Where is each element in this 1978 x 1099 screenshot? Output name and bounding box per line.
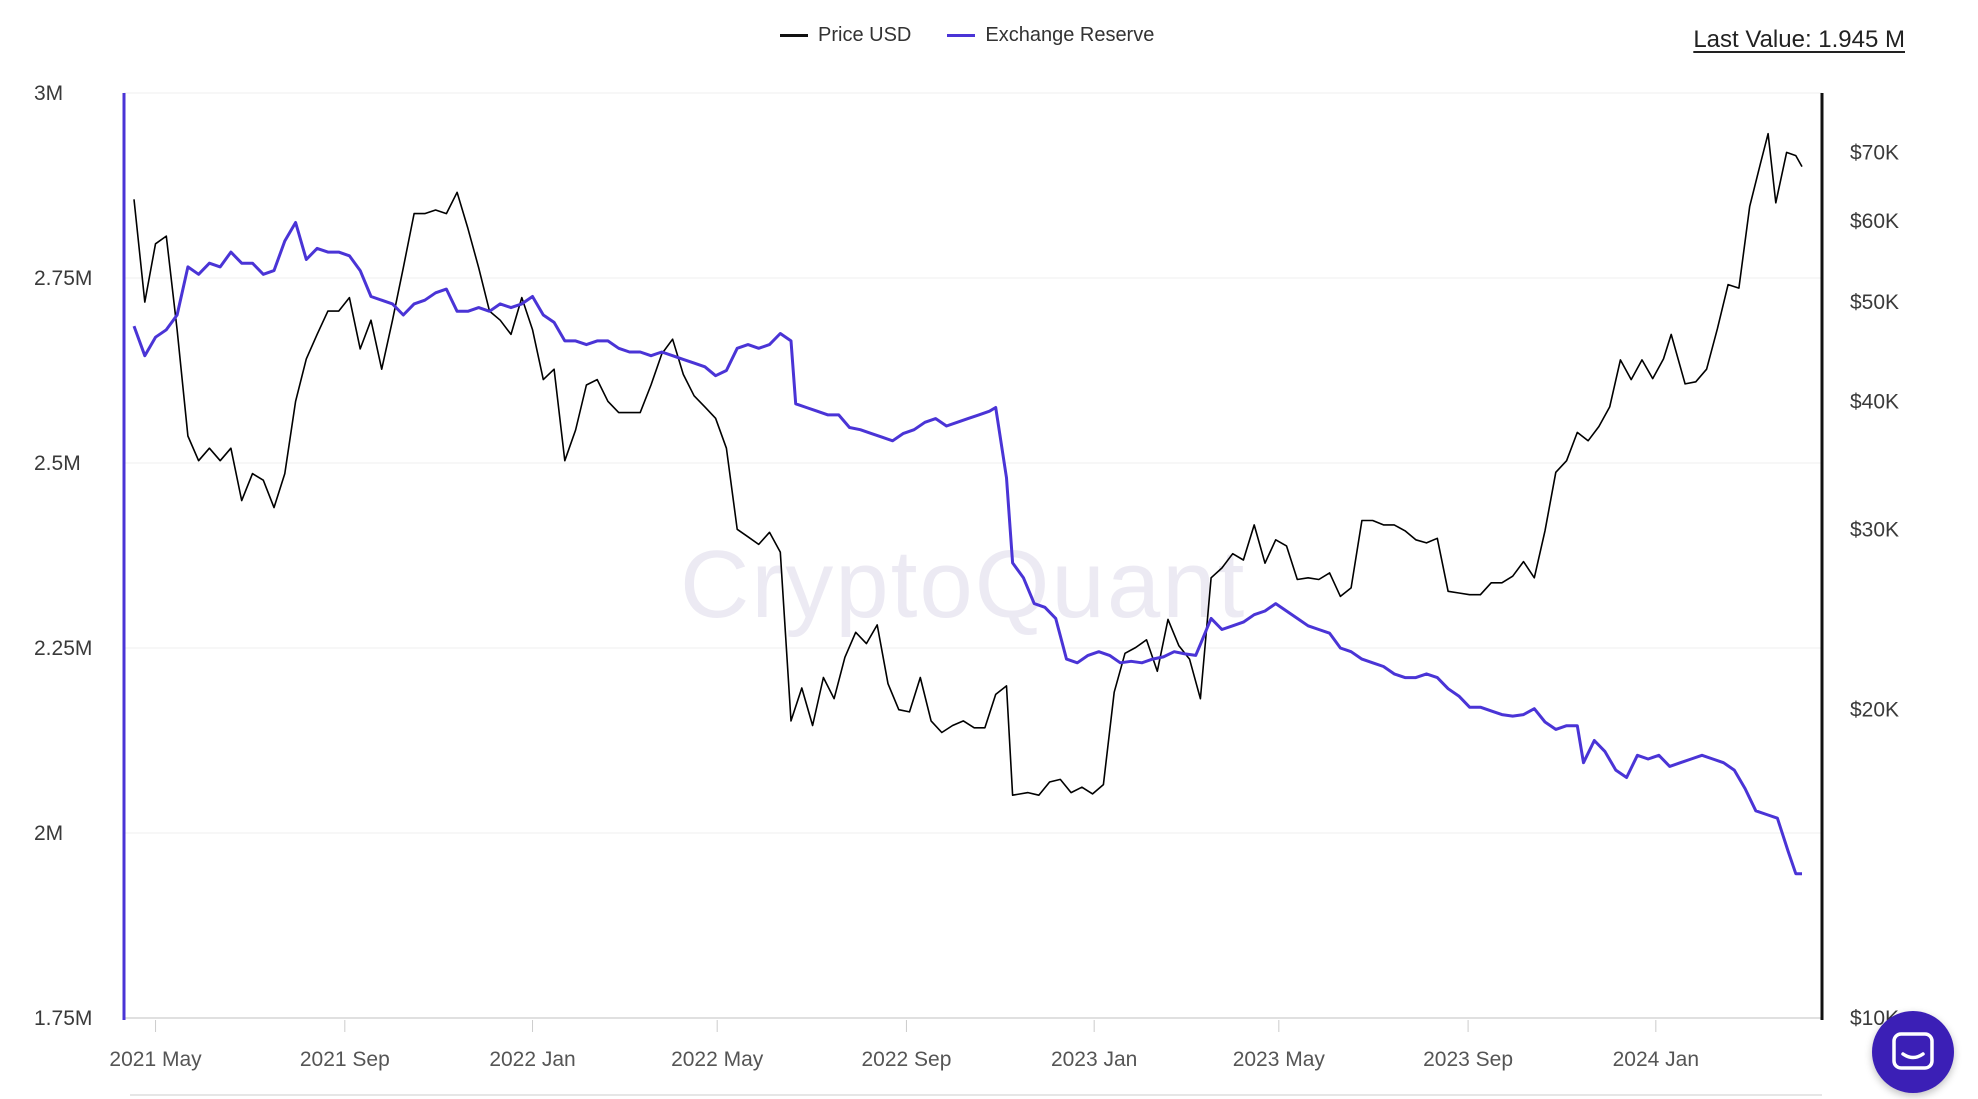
chat-icon xyxy=(1892,1032,1934,1070)
legend-swatch-reserve xyxy=(947,34,976,37)
right-tick-label: $70K xyxy=(1850,141,1899,164)
series-line-reserve xyxy=(132,221,1802,876)
right-tick-label: $20K xyxy=(1850,699,1899,722)
legend-item-price[interactable]: Price USD xyxy=(780,24,911,47)
x-tick-label: 2023 May xyxy=(1233,1048,1326,1071)
right-tick-label: $50K xyxy=(1850,291,1899,314)
grid-lines xyxy=(124,92,1822,1019)
x-tick-label: 2023 Sep xyxy=(1423,1048,1513,1071)
left-tick-label: 3M xyxy=(34,82,63,105)
right-tick-label: $60K xyxy=(1850,210,1899,233)
legend-label-reserve: Exchange Reserve xyxy=(985,24,1155,46)
x-tick-label: 2022 Jan xyxy=(489,1048,575,1071)
x-tick-label: 2022 Sep xyxy=(861,1048,951,1071)
left-tick-label: 1.75M xyxy=(34,1007,92,1030)
x-tick-label: 2021 Sep xyxy=(300,1048,390,1071)
x-tick-label: 2024 Jan xyxy=(1613,1048,1699,1071)
right-tick-label: $40K xyxy=(1850,390,1899,413)
last-value-link[interactable]: Last Value: 1.945 M xyxy=(1693,26,1905,53)
axes: 3M 2.75M 2.5M 2.25M 2M 1.75M $70K $60K $50K $40K $… xyxy=(34,82,1899,1096)
series-lines xyxy=(132,132,1803,876)
left-tick-label: 2.25M xyxy=(34,637,92,660)
x-tick-label: 2023 Jan xyxy=(1051,1048,1137,1071)
legend-label-price: Price USD xyxy=(818,24,912,46)
right-tick-label: $30K xyxy=(1850,518,1899,541)
x-tick-label: 2021 May xyxy=(109,1048,202,1071)
left-tick-label: 2M xyxy=(34,822,63,845)
legend-item-reserve[interactable]: Exchange Reserve xyxy=(947,24,1154,47)
legend-swatch-price xyxy=(780,34,808,37)
series-line-price xyxy=(133,132,1803,796)
left-tick-label: 2.5M xyxy=(34,452,81,475)
left-tick-label: 2.75M xyxy=(34,267,92,290)
legend: Price USD Exchange Reserve xyxy=(780,24,1154,47)
x-tick-label: 2022 May xyxy=(671,1048,764,1071)
chat-button[interactable] xyxy=(1872,1011,1954,1093)
